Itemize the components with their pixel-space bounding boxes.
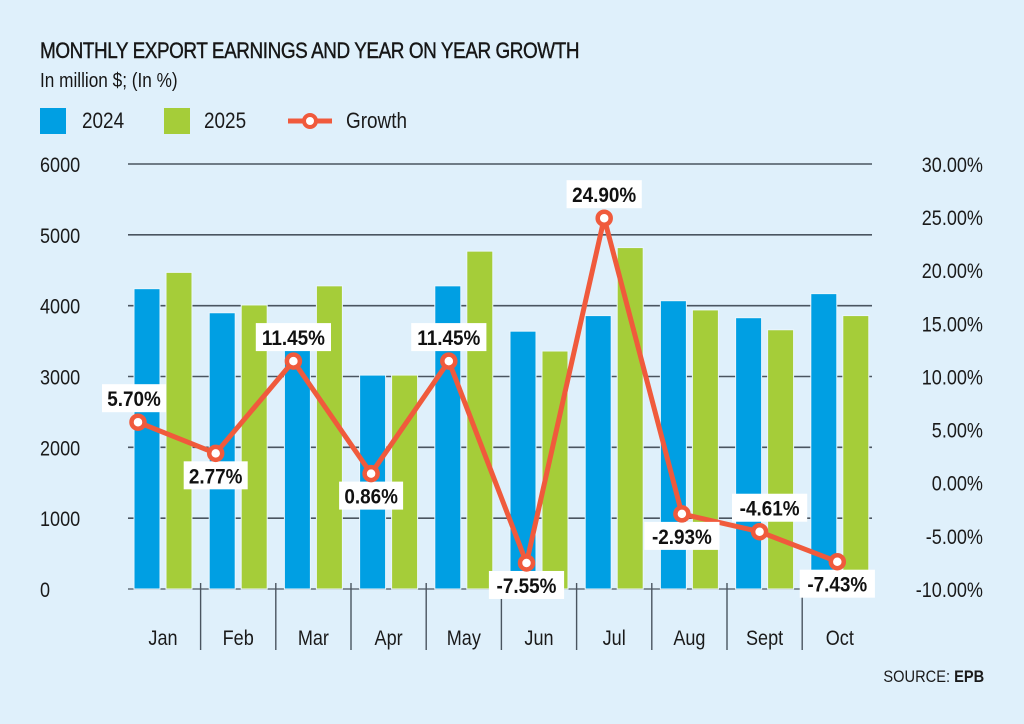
source-prefix: SOURCE:: [883, 667, 950, 686]
growth-label-box: [732, 493, 808, 522]
growth-label-box: [411, 323, 487, 352]
bar-2024-jul: [584, 315, 612, 590]
right-axis-tick-label: 20.00%: [922, 260, 983, 284]
x-axis-tick-label: Sept: [746, 627, 784, 651]
growth-label-box: [339, 481, 404, 510]
growth-data-label: 5.70%: [107, 388, 161, 411]
bar-2025-jan: [165, 271, 193, 590]
growth-data-label: 11.45%: [417, 327, 480, 350]
line-marker-icon: [288, 113, 332, 129]
growth-point-marker: [673, 505, 691, 523]
right-axis-tick-label: -10.00%: [916, 579, 983, 603]
growth-data-label: -7.43%: [807, 574, 867, 597]
growth-point-marker: [284, 352, 303, 370]
x-axis-tick-label: Mar: [298, 627, 330, 651]
growth-label-box: [566, 180, 642, 209]
growth-point-marker: [595, 209, 613, 227]
right-axis-tick-label: 25.00%: [922, 207, 983, 231]
growth-data-label: -7.55%: [497, 575, 557, 598]
legend-label: 2024: [82, 108, 125, 133]
source-note: SOURCE: EPB: [883, 667, 984, 687]
right-axis-tick-label: 0.00%: [932, 473, 983, 497]
x-axis-tick-label: Jul: [603, 627, 626, 651]
x-axis-tick-label: Jun: [524, 627, 553, 651]
growth-label-box: [644, 521, 720, 550]
growth-point-marker: [129, 413, 147, 431]
bar-2025-jul: [616, 247, 644, 590]
growth-data-label: 0.86%: [344, 486, 398, 509]
bar-2025-sept: [767, 329, 795, 590]
right-axis: -10.00% -5.00% 0.00% 5.00% 10.00% 15.00% 20.00…: [916, 154, 983, 603]
growth-data-label: 24.90%: [572, 184, 636, 207]
left-axis-tick-label: 6000: [40, 154, 80, 178]
growth-data-labels: 5.70% 2.77% 11.45% 0.86% 11.45% -7.55% 24.90% -…: [102, 180, 875, 599]
growth-label-box: [488, 570, 565, 599]
chart-subtitle: In million $; (In %): [40, 70, 178, 92]
growth-point-marker: [362, 464, 380, 483]
x-axis-tick-label: Jan: [148, 627, 177, 651]
growth-point-marker: [828, 552, 847, 571]
left-axis-tick-label: 1000: [40, 508, 80, 532]
legend-label: Growth: [346, 108, 407, 133]
growth-point-marker: [440, 352, 458, 370]
left-axis: 0 1000 2000 3000 4000 5000 6000: [40, 154, 80, 603]
bar-2024-sept: [735, 317, 763, 590]
growth-data-label: 11.45%: [262, 327, 325, 350]
bar-2024-oct: [810, 293, 838, 590]
right-axis-tick-label: 10.00%: [922, 366, 983, 390]
left-axis-tick-label: 4000: [40, 295, 80, 319]
green-square-swatch-icon: [164, 108, 190, 134]
x-axis-tick-label: Aug: [673, 627, 705, 651]
left-axis-tick-label: 2000: [40, 437, 80, 461]
x-axis: Jan Feb Mar Apr May Jun Jul Aug Sept Oct: [148, 627, 854, 651]
left-axis-tick-label: 3000: [40, 366, 80, 390]
bar-2025-oct: [842, 315, 870, 590]
growth-point-marker: [750, 522, 769, 541]
legend-label: 2025: [204, 108, 247, 133]
growth-line: [137, 215, 839, 566]
source-name: EPB: [953, 667, 984, 686]
x-axis-tick-label: Oct: [826, 627, 855, 651]
blue-square-swatch-icon: [40, 108, 66, 134]
x-axis-tick-label: Feb: [223, 627, 254, 651]
growth-point-marker: [206, 444, 225, 463]
right-axis-tick-label: -5.00%: [926, 526, 983, 550]
growth-line-series: [137, 215, 839, 566]
right-axis-tick-label: 5.00%: [932, 419, 983, 443]
right-axis-tick-label: 30.00%: [922, 154, 983, 178]
growth-point-marker: [517, 554, 536, 572]
bar-2025-feb: [240, 304, 268, 590]
chart-title: MONTHLY EXPORT EARNINGS AND YEAR ON YEAR…: [40, 38, 580, 63]
x-axis-tick-label: May: [447, 627, 481, 651]
growth-data-label: -2.93%: [652, 526, 712, 549]
growth-label-box: [255, 323, 331, 352]
growth-label-box: [102, 384, 166, 413]
growth-label-box: [183, 461, 248, 490]
bar-2024-jan: [133, 288, 161, 590]
growth-data-label: 2.77%: [189, 465, 243, 488]
left-axis-tick-label: 0: [40, 579, 50, 603]
right-axis-tick-label: 15.00%: [922, 313, 983, 337]
category-dividers: [199, 583, 803, 650]
growth-label-box: [799, 569, 875, 598]
x-axis-tick-label: Apr: [375, 627, 404, 651]
left-axis-tick-label: 5000: [40, 225, 80, 249]
growth-data-label: -4.61%: [740, 498, 800, 521]
